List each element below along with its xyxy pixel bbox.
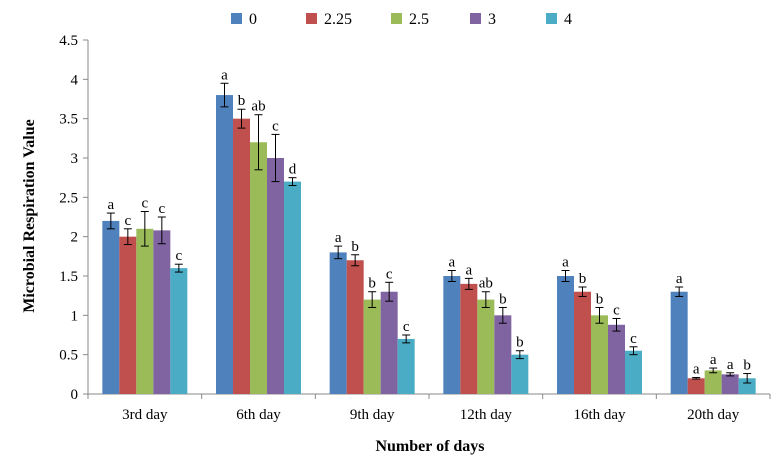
- significance-label: ab: [251, 99, 265, 115]
- bar: [557, 276, 574, 394]
- significance-label: a: [335, 230, 342, 246]
- significance-label: b: [743, 358, 751, 374]
- significance-label: b: [351, 239, 359, 255]
- significance-label: c: [158, 201, 165, 217]
- significance-label: c: [124, 213, 131, 229]
- y-tick-label: 2: [71, 230, 79, 246]
- bar: [738, 378, 756, 394]
- significance-label: c: [613, 302, 620, 318]
- legend-swatch: [391, 13, 402, 24]
- bar: [477, 299, 495, 394]
- y-tick-label: 3.5: [59, 112, 78, 128]
- significance-label: b: [596, 291, 604, 307]
- bar: [284, 181, 301, 394]
- bar: [136, 228, 154, 394]
- bar: [233, 118, 250, 395]
- legend-label: 3: [488, 11, 496, 28]
- y-tick-label: 3: [71, 151, 79, 167]
- y-axis: 0 0.5 1 1.5 2 2.5 3 3.5 4 4.5: [59, 33, 89, 403]
- bar: [574, 291, 591, 394]
- y-tick-label: 1: [71, 308, 79, 324]
- significance-label: a: [727, 357, 734, 373]
- significance-label: c: [403, 319, 410, 335]
- x-tick-label: 16th day: [573, 407, 626, 423]
- significance-label: c: [175, 248, 182, 264]
- y-tick-label: 1.5: [59, 269, 78, 285]
- bar: [670, 291, 688, 394]
- bar: [397, 338, 415, 394]
- bar: [721, 374, 739, 394]
- bar: [511, 354, 529, 394]
- bar: [494, 315, 512, 394]
- bar: [250, 142, 267, 394]
- y-tick-label: 0: [71, 387, 79, 403]
- y-tick-label: 2.5: [59, 190, 78, 206]
- x-axis: 3rd day 6th day 9th day 12th day 16th day 20t…: [87, 393, 771, 423]
- significance-label: b: [516, 335, 524, 351]
- legend-swatch: [546, 13, 557, 24]
- significance-label: a: [676, 271, 683, 287]
- legend-swatch: [470, 13, 481, 24]
- significance-label: ab: [479, 276, 493, 292]
- bar: [380, 291, 398, 394]
- bar: [443, 276, 461, 394]
- significance-label: a: [221, 67, 228, 83]
- legend-label: 2.5: [409, 11, 429, 28]
- significance-label: a: [710, 352, 717, 368]
- bar: [329, 252, 347, 394]
- significance-label: a: [107, 197, 114, 213]
- bar: [216, 95, 233, 395]
- y-tick-label: 4.5: [59, 33, 78, 49]
- significance-label: c: [630, 331, 637, 347]
- x-axis-title: Number of days: [375, 438, 484, 455]
- legend-swatch: [306, 13, 317, 24]
- bar: [153, 230, 171, 394]
- bar: [687, 378, 705, 394]
- significance-label: c: [272, 118, 279, 134]
- significance-label: b: [499, 291, 507, 307]
- y-tick-label: 4: [71, 72, 79, 88]
- significance-label: c: [386, 266, 393, 282]
- bar: [625, 350, 642, 394]
- bar: [608, 324, 625, 394]
- significance-label: b: [238, 93, 246, 109]
- legend-label: 4: [564, 11, 572, 28]
- bar: [704, 370, 722, 394]
- x-tick-label: 6th day: [236, 407, 281, 423]
- legend: 0 2.25 2.5 3 4: [231, 11, 572, 28]
- legend-swatch: [231, 13, 242, 24]
- bar: [170, 268, 188, 394]
- x-tick-label: 12th day: [460, 407, 513, 423]
- y-tick-label: 0.5: [59, 348, 78, 364]
- significance-label: c: [141, 195, 148, 211]
- significance-label: a: [465, 262, 472, 278]
- significance-label: a: [448, 254, 455, 270]
- significance-label: a: [693, 361, 700, 377]
- x-tick-label: 9th day: [350, 407, 395, 423]
- significance-label: b: [579, 271, 587, 287]
- x-tick-label: 3rd day: [122, 407, 168, 423]
- bar: [119, 236, 137, 394]
- bar: [267, 158, 284, 394]
- significance-label: a: [562, 254, 569, 270]
- bar: [102, 220, 120, 394]
- x-tick-label: 20th day: [687, 407, 740, 423]
- y-axis-title: Microbial Respiration Value: [21, 119, 38, 313]
- bar: [363, 299, 381, 394]
- bar: [460, 283, 478, 394]
- bar: [346, 260, 364, 394]
- significance-label: d: [289, 162, 297, 178]
- significance-label: b: [368, 276, 376, 292]
- legend-label: 2.25: [324, 11, 352, 28]
- bar: [591, 315, 608, 394]
- legend-label: 0: [249, 11, 257, 28]
